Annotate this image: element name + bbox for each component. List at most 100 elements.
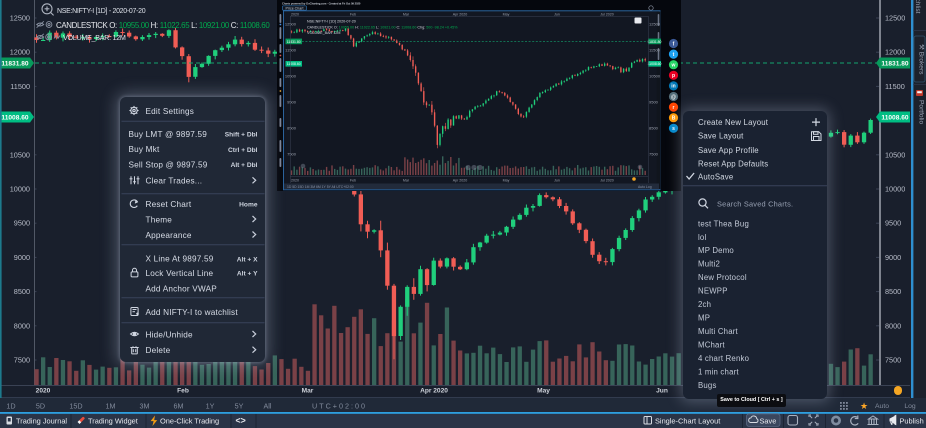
svg-text:Save Layout: Save Layout [698,131,744,140]
svg-text:Feb: Feb [177,388,189,395]
svg-text:Sell Stop @ 9897.59: Sell Stop @ 9897.59 [128,160,207,169]
svg-text:1D 5D 15D 1M 3M 6M 1Y 5: 1D 5D 15D 1M 3M 6M 1Y 5Y All UTC+02:00 [287,185,354,189]
svg-text:B: B [672,116,676,122]
svg-text:7500: 7500 [649,152,659,157]
svg-text:Apr 2020: Apr 2020 [453,13,468,17]
svg-text:Theme: Theme [145,215,172,224]
svg-text:10500: 10500 [285,74,297,79]
svg-text:Hide/Unhide: Hide/Unhide [145,330,193,339]
svg-text:May: May [503,179,510,183]
svg-text:9500: 9500 [287,100,297,105]
svg-text:11831.80: 11831.80 [287,40,301,44]
svg-text:7500: 7500 [287,152,297,157]
svg-text:Jun: Jun [554,179,560,183]
svg-text:8500: 8500 [885,287,901,296]
svg-text:in: in [671,84,675,90]
svg-text:3M: 3M [140,402,150,411]
svg-text:CANDLESTICK O: 10955.00 H: 110: CANDLESTICK O: 10955.00 H: 11022.65 L: 1… [56,21,270,30]
svg-text:Feb: Feb [350,13,356,17]
svg-text:11008.60: 11008.60 [1,115,28,122]
svg-text:New Protocol: New Protocol [698,273,747,282]
svg-text:NSE:NIFTY-I [1D] 2020-07-20: NSE:NIFTY-I [1D] 2020-07-20 [307,20,356,24]
svg-text:MP Demo: MP Demo [698,246,734,255]
svg-text:<>: <> [236,416,246,426]
svg-text:@: @ [671,94,676,100]
svg-text:Save App Profile: Save App Profile [698,146,759,155]
svg-text:11008.60: 11008.60 [287,62,301,66]
svg-text:4 chart Renko: 4 chart Renko [698,354,750,363]
svg-text:7500: 7500 [885,356,901,365]
svg-text:Alt + Dbl: Alt + Dbl [230,162,257,169]
svg-text:VOLUME_BAR: 12M: VOLUME_BAR: 12M [63,33,126,42]
svg-text:Buy Mkt: Buy Mkt [128,145,159,154]
svg-text:2020: 2020 [36,388,51,395]
svg-text:t: t [673,52,675,58]
svg-text:Add Anchor VWAP: Add Anchor VWAP [145,284,217,293]
svg-text:Apr 2020: Apr 2020 [420,388,448,395]
svg-text:Reset App Defaults: Reset App Defaults [698,159,768,168]
svg-text:10500: 10500 [885,150,905,159]
svg-text:12500: 12500 [10,14,30,23]
svg-text:UTC+02:00: UTC+02:00 [312,402,367,411]
svg-text:Log: Log [904,403,916,410]
svg-text:Mar: Mar [403,13,410,17]
svg-text:Save: Save [760,417,777,426]
svg-text:2020: 2020 [291,13,299,17]
svg-text:Search Saved Charts.: Search Saved Charts. [717,199,793,208]
svg-text:9000: 9000 [885,253,901,262]
svg-text:Buy LMT @ 9897.59: Buy LMT @ 9897.59 [128,129,207,138]
svg-text:lol: lol [698,232,706,241]
svg-text:May: May [503,13,510,17]
svg-text:12500: 12500 [885,14,905,23]
svg-text:15D: 15D [69,402,82,411]
svg-text:May: May [537,388,550,395]
svg-text:⚒ Brokers: ⚒ Brokers [918,44,926,75]
svg-text:1 min chart: 1 min chart [698,367,739,376]
svg-text:Clear Trades...: Clear Trades... [145,176,202,185]
svg-text:Alt + Y: Alt + Y [236,270,257,277]
svg-text:Appearance: Appearance [145,230,191,239]
svg-text:6M: 6M [174,402,184,411]
svg-text:Charts powered by GoCharting.c: Charts powered by GoCharting.com - Creat… [282,2,361,6]
svg-text:5D: 5D [36,402,45,411]
svg-text:Alt + X: Alt + X [236,256,257,263]
svg-text:12500: 12500 [649,22,661,27]
svg-text:Apr 2020: Apr 2020 [453,179,468,183]
svg-text:Multi2: Multi2 [698,259,720,268]
svg-text:Edit Settings: Edit Settings [145,106,194,115]
svg-text:8000: 8000 [885,321,901,330]
svg-text:11008.60: 11008.60 [648,62,662,66]
svg-text:8500: 8500 [14,287,30,296]
svg-text:Add NIFTY-I to watchlist: Add NIFTY-I to watchlist [145,307,238,316]
svg-text:Auto Log: Auto Log [638,185,652,189]
svg-text:Lock Vertical Line: Lock Vertical Line [145,269,213,278]
svg-text:Shift + Dbl: Shift + Dbl [224,131,257,138]
svg-text:7500: 7500 [14,356,30,365]
svg-text:1Y: 1Y [206,402,215,411]
svg-text:Home: Home [239,201,258,208]
svg-text:Jul 2020: Jul 2020 [600,179,614,183]
svg-text:9500: 9500 [649,100,659,105]
svg-text:X Line At 9897.59: X Line At 9897.59 [145,254,213,263]
svg-text:2ch: 2ch [698,300,711,309]
svg-text:8500: 8500 [287,126,297,131]
svg-text:10500: 10500 [649,74,661,79]
svg-text:11500: 11500 [885,82,905,91]
svg-text:5Y: 5Y [235,402,244,411]
svg-text:Trading Widget: Trading Widget [88,417,138,426]
svg-text:MP: MP [698,313,710,322]
svg-text:p: p [672,73,675,79]
svg-text:1D: 1D [6,402,15,411]
svg-text:MChart: MChart [698,340,725,349]
svg-text:Auto: Auto [875,403,889,410]
svg-text:Mar: Mar [302,388,314,395]
svg-text:Reset Chart: Reset Chart [145,199,191,208]
svg-text:1M: 1M [106,402,116,411]
svg-text:s: s [672,126,675,132]
svg-text:11500: 11500 [649,48,661,53]
svg-text:Trading Journal: Trading Journal [16,417,67,426]
svg-text:Mar: Mar [403,179,410,183]
svg-text:r: r [673,105,675,111]
svg-text:One-Click Trading: One-Click Trading [160,417,219,426]
svg-text:AutoSave: AutoSave [698,172,733,181]
